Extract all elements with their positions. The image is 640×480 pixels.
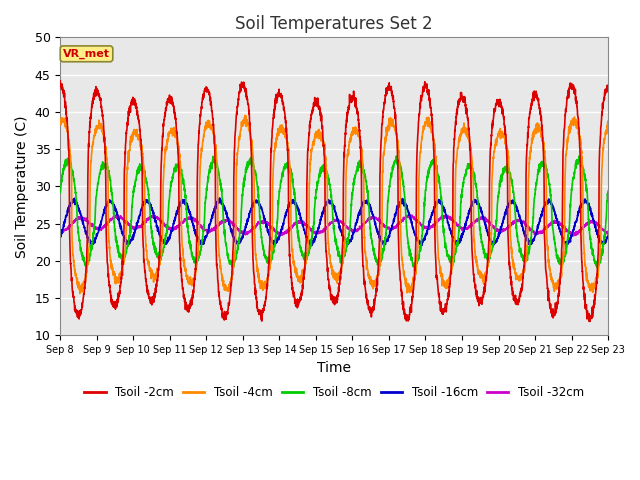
Tsoil -4cm [594,276,602,281]
Tsoil -32cm [290,222,298,228]
Line: Tsoil -2cm: Tsoil -2cm [60,81,608,322]
Tsoil -32cm [534,230,542,236]
Tsoil -8cm [119,257,127,263]
Tsoil -16cm [216,195,223,201]
Tsoil -32cm [152,214,159,219]
Tsoil -16cm [604,233,612,239]
Tsoil -8cm [411,264,419,270]
Tsoil -8cm [594,262,602,267]
Tsoil -2cm [594,262,602,267]
Tsoil -16cm [594,232,602,238]
X-axis label: Time: Time [317,360,351,374]
Tsoil -16cm [291,200,298,206]
Tsoil -16cm [119,230,127,236]
Tsoil -2cm [534,97,542,103]
Tsoil -4cm [152,271,159,277]
Tsoil -32cm [594,223,602,228]
Tsoil -32cm [604,230,612,236]
Tsoil -8cm [534,169,542,175]
Tsoil -8cm [604,188,612,194]
Tsoil -16cm [56,233,64,239]
Tsoil -8cm [152,247,159,253]
Tsoil -8cm [290,187,298,192]
Tsoil -32cm [56,229,64,235]
Tsoil -4cm [119,262,127,267]
Tsoil -4cm [267,258,275,264]
Tsoil -16cm [535,221,543,227]
Line: Tsoil -32cm: Tsoil -32cm [60,215,608,236]
Tsoil -16cm [267,236,275,241]
Tsoil -2cm [604,84,612,90]
Tsoil -8cm [56,190,64,195]
Tsoil -32cm [570,233,577,239]
Line: Tsoil -8cm: Tsoil -8cm [60,156,608,267]
Line: Tsoil -4cm: Tsoil -4cm [60,116,608,293]
Text: VR_met: VR_met [63,48,110,59]
Tsoil -2cm [119,260,127,266]
Tsoil -4cm [76,290,84,296]
Tsoil -8cm [266,262,274,267]
Line: Tsoil -16cm: Tsoil -16cm [60,198,608,246]
Tsoil -16cm [152,217,159,223]
Tsoil -4cm [241,113,249,119]
Tsoil -2cm [290,291,298,297]
Tsoil -4cm [56,116,64,122]
Tsoil -4cm [604,118,612,124]
Tsoil -16cm [234,243,242,249]
Tsoil -2cm [152,293,159,299]
Tsoil -32cm [266,224,274,230]
Tsoil -2cm [56,78,64,84]
Tsoil -4cm [535,121,543,127]
Title: Soil Temperatures Set 2: Soil Temperatures Set 2 [236,15,433,33]
Legend: Tsoil -2cm, Tsoil -4cm, Tsoil -8cm, Tsoil -16cm, Tsoil -32cm: Tsoil -2cm, Tsoil -4cm, Tsoil -8cm, Tsoi… [79,382,589,404]
Y-axis label: Soil Temperature (C): Soil Temperature (C) [15,115,29,258]
Tsoil -4cm [291,264,298,269]
Tsoil -32cm [404,212,412,217]
Tsoil -2cm [586,319,593,324]
Tsoil -8cm [575,153,583,159]
Tsoil -32cm [119,216,127,222]
Tsoil -2cm [266,179,274,185]
